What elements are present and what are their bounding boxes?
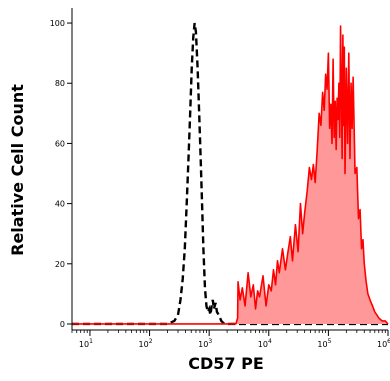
y-tick-label-5: 100 — [50, 19, 65, 28]
x-tick-label-0: 101 — [79, 338, 93, 349]
y-tick-label-3: 60 — [55, 139, 65, 148]
y-tick-label-4: 80 — [55, 79, 65, 88]
series-1-line — [72, 25, 389, 325]
y-tick-label-2: 40 — [55, 200, 65, 209]
x-tick-label-2: 103 — [198, 338, 212, 349]
y-tick-label-1: 20 — [55, 260, 65, 269]
series-1-fill — [72, 26, 388, 324]
x-tick-label-4: 105 — [317, 338, 331, 349]
x-axis-title: CD57 PE — [188, 354, 264, 373]
x-tick-label-5: 106 — [377, 338, 390, 349]
series-0-line — [72, 22, 388, 326]
x-tick-label-3: 104 — [258, 338, 272, 349]
y-axis-title: Relative Cell Count — [8, 84, 27, 256]
x-tick-label-1: 102 — [139, 338, 153, 349]
y-tick-label-0: 0 — [60, 320, 65, 329]
